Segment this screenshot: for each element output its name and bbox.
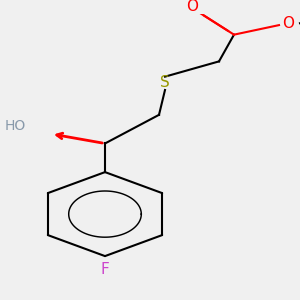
Text: O: O [282,16,294,31]
Text: S: S [160,75,170,90]
Text: F: F [100,262,109,277]
Text: O: O [186,0,198,14]
Text: HO: HO [4,119,26,133]
